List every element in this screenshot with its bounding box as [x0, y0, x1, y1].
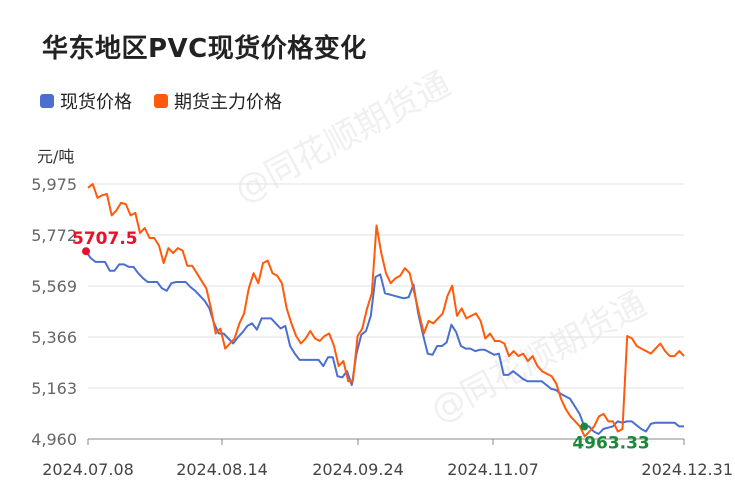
annotation-label: 4963.33: [572, 433, 649, 453]
x-tick-label: 2024.09.24: [312, 460, 404, 479]
legend-item-spot[interactable]: 现货价格: [40, 88, 132, 114]
x-tick-label: 2024.08.14: [176, 460, 268, 479]
legend-swatch-spot: [40, 94, 54, 108]
chart-legend: 现货价格 期货主力价格: [40, 88, 304, 114]
y-tick-label: 5,975: [31, 175, 77, 194]
y-tick-label: 5,163: [31, 379, 77, 398]
y-tick-label: 5,366: [31, 328, 77, 347]
y-tick-label: 4,960: [31, 430, 77, 449]
annotation-label: 5707.5: [72, 229, 138, 249]
series-line-spot: [85, 250, 684, 435]
annotation-marker: [82, 247, 90, 256]
y-tick-label: 5,569: [31, 277, 77, 296]
x-tick-label: 2024.07.08: [42, 460, 134, 479]
annotation-marker: [580, 422, 589, 431]
y-axis-unit: 元/吨: [37, 147, 75, 166]
legend-label-futures: 期货主力价格: [174, 92, 282, 113]
x-tick-label: 2024.11.07: [447, 460, 539, 479]
x-tick-label: 2024.12.31: [641, 460, 733, 479]
legend-swatch-futures: [154, 94, 168, 108]
y-tick-label: 5,772: [31, 226, 77, 245]
series-line-futures: [87, 183, 685, 438]
legend-item-futures[interactable]: 期货主力价格: [154, 88, 282, 114]
chart-title: 华东地区PVC现货价格变化: [42, 34, 367, 64]
legend-label-spot: 现货价格: [60, 92, 132, 113]
